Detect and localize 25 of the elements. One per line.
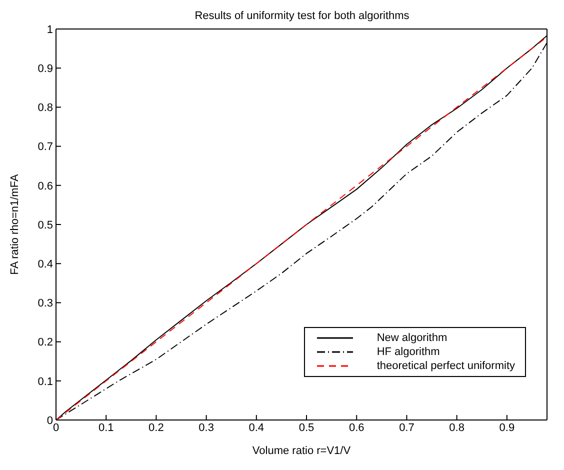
x-tick-label: 0.4 xyxy=(248,422,264,434)
y-tick-label: 0.5 xyxy=(38,219,53,232)
y-tick-label: 0.3 xyxy=(38,298,53,310)
y-axis-title: FA ratio rho=n1/mFA xyxy=(8,174,21,275)
x-tick-label: 0.6 xyxy=(348,422,364,434)
legend-label: HF algorithm xyxy=(376,345,440,359)
legend-label: theoretical perfect uniformity xyxy=(376,359,515,373)
x-axis-title: Volume ratio r=V1/V xyxy=(252,445,352,457)
y-tick-label: 0.4 xyxy=(38,258,53,271)
y-tick-label: 0.6 xyxy=(38,180,53,192)
y-tick-label: 0.8 xyxy=(38,102,53,114)
x-tick-label: 0.2 xyxy=(148,422,164,434)
y-tick-label: 0.7 xyxy=(38,141,53,154)
x-tick-label: 0.5 xyxy=(298,422,314,434)
x-tick-label: 0.7 xyxy=(399,422,414,434)
chart-title: Results of uniformity test for both algorithms xyxy=(194,10,410,22)
y-tick-label: 0.1 xyxy=(38,376,53,388)
x-tick-label: 0.1 xyxy=(98,422,114,434)
legend-label: New algorithm xyxy=(376,331,448,345)
x-tick-label: 0.8 xyxy=(449,422,464,434)
y-tick-label: 0.9 xyxy=(38,63,53,76)
x-tick-label: 0.3 xyxy=(198,422,214,434)
y-tick-label: 1 xyxy=(46,24,53,36)
x-tick-label: 0.9 xyxy=(499,422,515,434)
y-tick-label: 0.2 xyxy=(38,336,53,349)
